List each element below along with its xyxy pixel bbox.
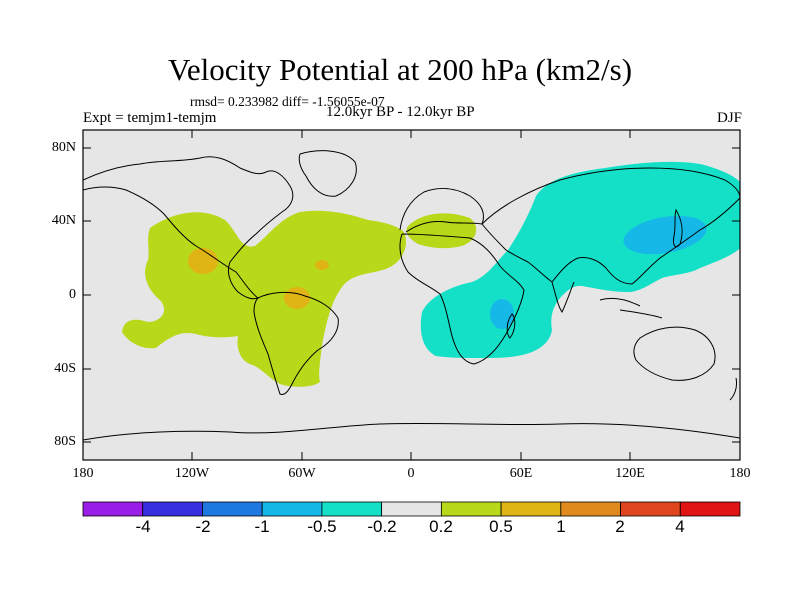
lon-label-120e: 120E	[615, 466, 645, 481]
colorbar-label: -2	[195, 517, 211, 536]
colorbar-label: 0.5	[489, 517, 513, 536]
colorbar-swatch	[202, 501, 263, 517]
lon-label-180e: 180	[729, 466, 751, 481]
lon-label-60e: 60E	[509, 466, 533, 481]
experiment-label: Expt = temjm1-temjm	[83, 110, 217, 126]
colorbar-swatch	[82, 501, 144, 517]
period-text: 12.0kyr BP - 12.0kyr BP	[326, 104, 475, 120]
colorbar-label: 1	[556, 517, 566, 536]
positive-core-amazon	[284, 287, 310, 309]
season-label: DJF	[716, 110, 742, 126]
positive-core-atlantic	[315, 260, 329, 270]
colorbar-swatch	[560, 501, 621, 517]
colorbar-label: 0.2	[429, 517, 453, 536]
map-title: Velocity Potential at 200 hPa (km2/s)	[167, 52, 633, 87]
positive-anomaly-region-med	[406, 213, 477, 249]
positive-core-mexico	[188, 248, 218, 274]
colorbar-swatch	[440, 501, 502, 517]
lat-label-0: 0	[69, 287, 76, 302]
colorbar-label: -1	[254, 517, 270, 536]
colorbar-swatch	[500, 501, 562, 517]
colorbar-swatch	[679, 501, 741, 517]
negative-core-madagascar	[490, 299, 514, 329]
negative-core-japan	[623, 215, 707, 255]
colorbar-swatch	[620, 501, 681, 517]
colorbar-swatch	[261, 501, 323, 517]
colorbar-swatch	[142, 501, 203, 517]
lon-label-0: 0	[407, 466, 415, 481]
colorbar-label: 4	[675, 517, 685, 536]
colorbar-swatch	[321, 501, 383, 517]
lat-label-40n: 40N	[51, 213, 76, 228]
colorbar-label: -4	[135, 517, 151, 536]
lon-label-60w: 60W	[288, 466, 316, 481]
stats-text: rmsd= 0.233982 diff= -1.56055e-07	[190, 94, 385, 109]
colorbar-label: -0.5	[307, 517, 337, 536]
colorbar-label: 2	[615, 517, 625, 536]
axis-ticks	[82, 130, 741, 460]
lat-label-80n: 80N	[51, 140, 76, 155]
colorbar-swatch	[381, 501, 442, 517]
colorbar	[82, 501, 741, 517]
lat-label-40s: 40S	[54, 361, 76, 376]
lon-label-180w: 180	[72, 466, 94, 481]
lon-label-120w: 120W	[174, 466, 210, 481]
colorbar-label: -0.2	[367, 517, 397, 536]
coastlines	[83, 150, 740, 441]
lat-label-80s: 80S	[54, 434, 76, 449]
